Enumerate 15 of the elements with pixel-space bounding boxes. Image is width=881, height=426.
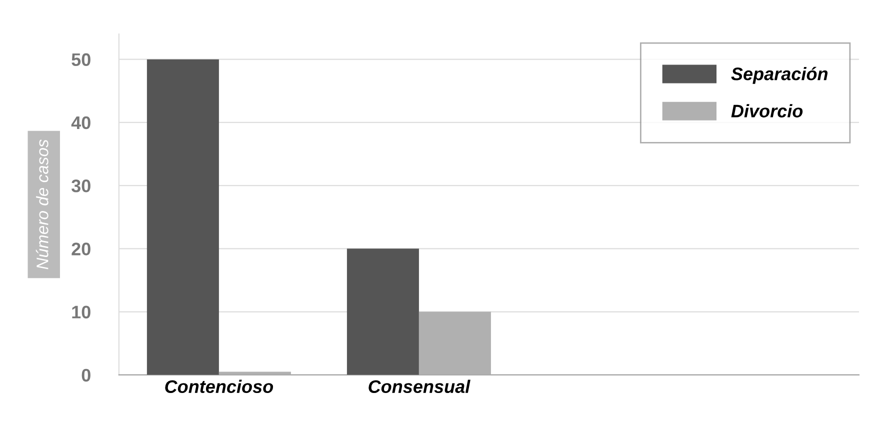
y-tick-label: 50	[72, 53, 90, 66]
legend-label: Divorcio	[731, 104, 803, 118]
bar	[346, 248, 419, 375]
bar	[418, 312, 491, 375]
x-tick-label: Contencioso	[165, 380, 274, 394]
y-axis-title: Número de casos	[36, 140, 48, 270]
y-tick-label: 40	[71, 116, 90, 130]
bar	[218, 372, 291, 375]
y-tick-label: 0	[82, 368, 90, 382]
bar	[146, 59, 219, 375]
x-tick-label: Consensual	[368, 380, 470, 394]
y-tick-label: 30	[71, 179, 90, 192]
y-tick-label: 10	[72, 306, 90, 318]
y-tick-label: 20	[72, 242, 90, 256]
legend-label: Separación	[731, 66, 828, 84]
